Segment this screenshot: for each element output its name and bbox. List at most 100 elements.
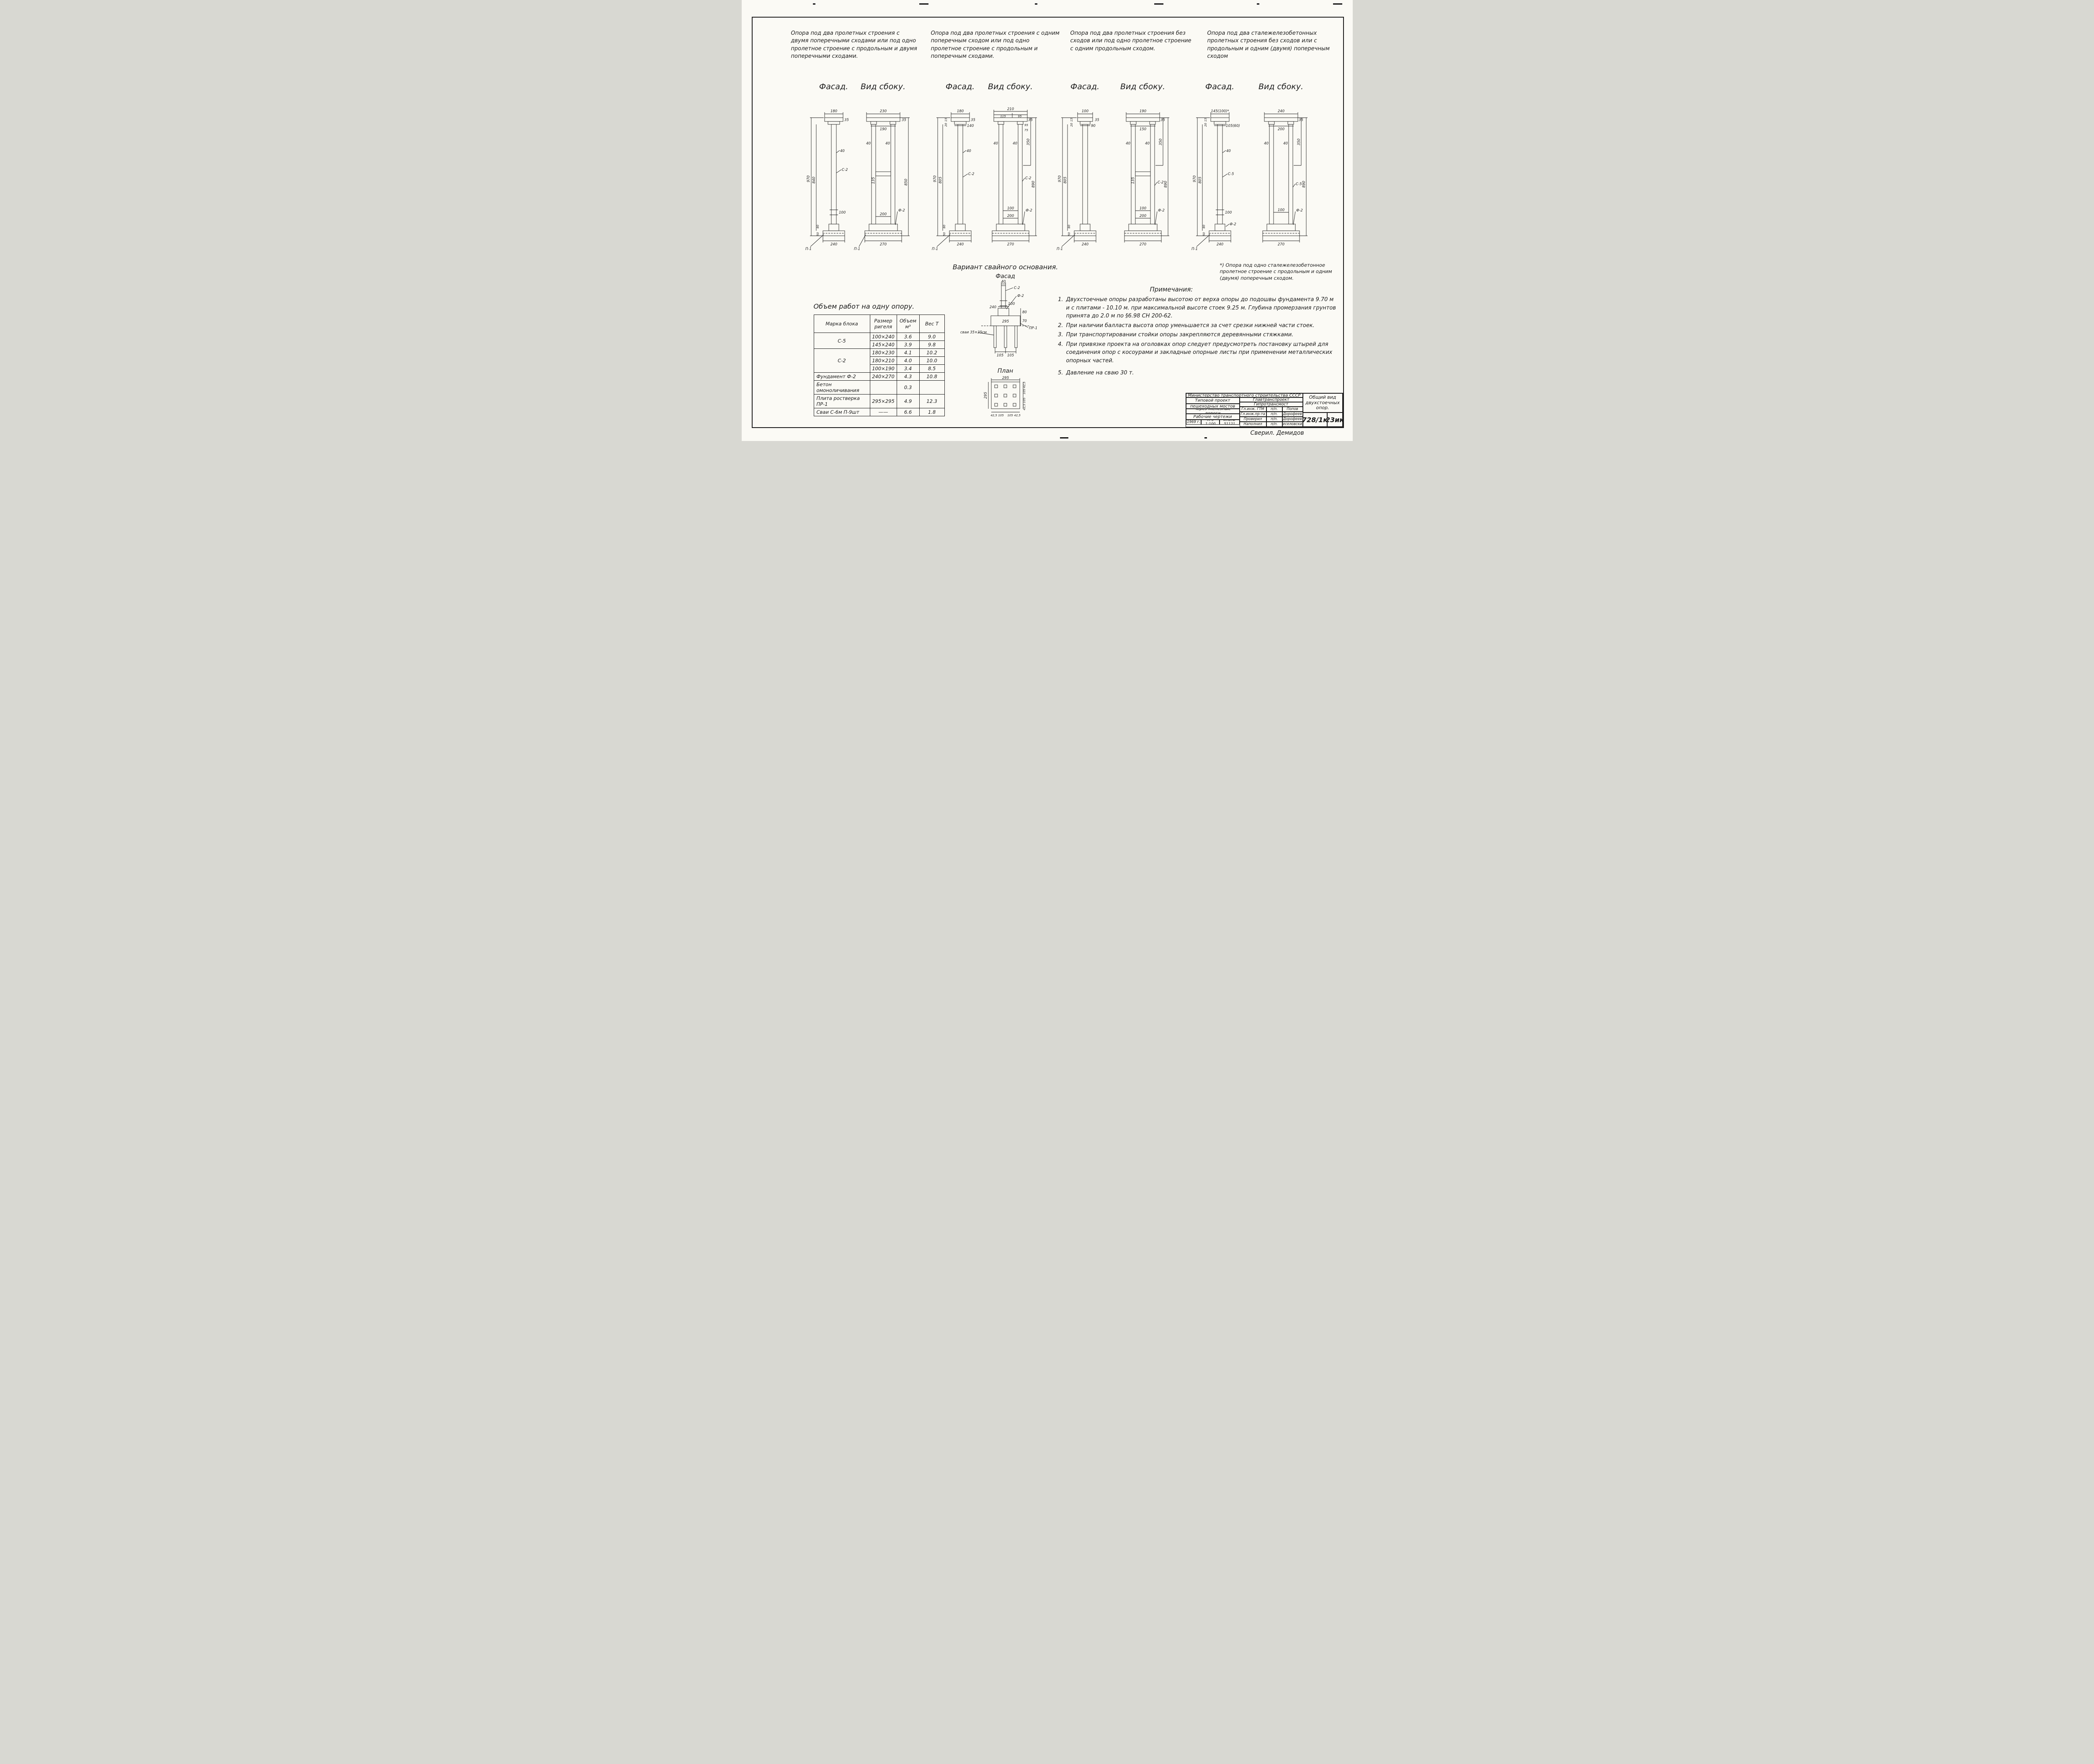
dim-label: 70 bbox=[1022, 319, 1027, 323]
cell: 100×190 bbox=[869, 364, 897, 373]
view-header-facade-2: Фасад. bbox=[945, 82, 975, 91]
pile-variant-title: Вариант свайного основания. bbox=[952, 263, 1058, 271]
signature-row: Проверил п/п. Дорофеев bbox=[1239, 417, 1303, 422]
registration-mark bbox=[1060, 437, 1068, 438]
part-label: С-2 bbox=[842, 168, 848, 172]
dim-label: 240 bbox=[1277, 109, 1284, 113]
cell: Плита ростверка ПР-1 bbox=[813, 394, 870, 408]
scale-cell: М-5 1:100 bbox=[1201, 420, 1220, 425]
part-label: С-2 bbox=[968, 172, 974, 176]
dim-label: 95 bbox=[1024, 124, 1028, 127]
dim-label: 35 bbox=[1095, 118, 1099, 122]
dim-label: 50 bbox=[816, 232, 820, 236]
table-row: Плита ростверка ПР-1 295×295 4.9 12.3 bbox=[813, 394, 945, 408]
cell: 3.4 bbox=[896, 364, 920, 373]
dim-label: 35 bbox=[902, 118, 906, 122]
dim-label: 50 bbox=[943, 232, 946, 236]
dim-label: 200 bbox=[1139, 214, 1146, 218]
work-table-title: Объем работ на одну опору. bbox=[813, 302, 915, 310]
dim-label: 350 bbox=[1026, 139, 1031, 145]
dim-label: 40 bbox=[866, 142, 871, 146]
dim-label: 240 bbox=[1216, 242, 1223, 247]
dim-label: 970 bbox=[1193, 175, 1197, 182]
drawing-sheet: Опора под два пролетных строения с двумя… bbox=[741, 0, 1353, 441]
part-label: П-1 bbox=[1057, 247, 1063, 251]
cell bbox=[919, 380, 945, 395]
part-label: П-1 bbox=[854, 247, 860, 251]
part-label: Ф-2 bbox=[1026, 209, 1032, 213]
dim-label: 840 bbox=[812, 177, 816, 183]
dim-label: 970 bbox=[933, 175, 937, 182]
part-label: ПР-1 bbox=[1029, 326, 1037, 330]
registration-mark bbox=[1333, 3, 1342, 5]
dim-label: 40 bbox=[840, 149, 845, 153]
table-row: 145×240 3.9 9.8 bbox=[814, 340, 945, 349]
project-line: Типовой проект bbox=[1186, 397, 1240, 404]
view-header-facade-1: Фасад. bbox=[819, 82, 848, 91]
cell: 8.5 bbox=[919, 364, 945, 373]
dim-label: 100 bbox=[1225, 211, 1232, 215]
dim-label: 270 bbox=[1007, 242, 1013, 247]
year-cell: 1969 г. bbox=[1186, 420, 1202, 425]
cell: —— bbox=[869, 408, 897, 416]
dim-label: 90 bbox=[1091, 124, 1096, 128]
dim-label: 970 bbox=[1058, 175, 1062, 182]
part-label: С-5 bbox=[1296, 182, 1302, 186]
drawing-pier3-facade: 100 90 35 15 20 970 805 80 50 240 П-1 bbox=[1057, 109, 1099, 251]
dim-label: 350 bbox=[1159, 139, 1163, 145]
dim-label: 105 bbox=[998, 414, 1004, 417]
dim-label: 42,5 bbox=[990, 414, 997, 417]
col-header: Марка блока bbox=[813, 315, 870, 333]
dim-label: 295 bbox=[984, 392, 988, 399]
registration-mark bbox=[919, 3, 928, 5]
table-row: 180×210 4.0 10.0 bbox=[814, 356, 945, 365]
dim-label: 35 bbox=[1160, 118, 1165, 122]
part-label: Ф-2 bbox=[1158, 209, 1165, 213]
ministry-name: Министерство транспортного строительства… bbox=[1186, 393, 1303, 397]
dim-label: 240 bbox=[830, 242, 837, 247]
dim-label: 80 bbox=[1068, 224, 1071, 228]
cell: 180×210 bbox=[869, 356, 897, 365]
part-label: С-5 bbox=[1228, 172, 1234, 176]
dim-label: 805 bbox=[1063, 177, 1068, 183]
drawing-frame bbox=[751, 17, 1344, 428]
dim-label: 270 bbox=[1277, 242, 1284, 247]
pile-plan-label: План bbox=[997, 368, 1013, 374]
view-header-facade-3: Фасад. bbox=[1070, 82, 1100, 91]
signature-row: Гл.инж.пр-та п/п. Дорофеев bbox=[1239, 412, 1303, 417]
cell: Фундамент Ф-2 bbox=[813, 372, 870, 381]
cell: 4.9 bbox=[896, 394, 920, 408]
cell: 180×230 bbox=[869, 348, 897, 357]
dim-label: 50 bbox=[1202, 232, 1206, 236]
dim-label: 80 bbox=[1022, 310, 1027, 315]
cell: 240×270 bbox=[869, 372, 897, 381]
dim-label: 15 bbox=[1204, 118, 1207, 121]
dim-label: 80 bbox=[1202, 224, 1206, 228]
table-row: Сваи С-6м П-9шт —— 6.6 1.8 bbox=[813, 408, 945, 416]
dim-label: 190 bbox=[1139, 109, 1146, 113]
project-line: Рабочие чертежи bbox=[1186, 414, 1240, 420]
part-label: П-1 bbox=[1191, 247, 1198, 251]
part-label: С-2 bbox=[1158, 181, 1163, 185]
drawing-pier1-facade: 180 35 40 С-2 100 970 840 80 50 240 П-1 bbox=[805, 109, 849, 251]
dim-label: 40 bbox=[1013, 142, 1017, 146]
part-label: сваи 35×35см bbox=[960, 330, 987, 335]
dim-label: 35 bbox=[844, 118, 849, 122]
title-block: Министерство транспортного строительства… bbox=[1185, 393, 1343, 427]
dim-label: 40 bbox=[1283, 142, 1288, 146]
drawing-pile-plan: 295 295 42,5 105 105 42,5 42,5 105 105 4… bbox=[984, 376, 1026, 417]
cell: 9.0 bbox=[919, 333, 945, 341]
dim-label: 40 bbox=[885, 142, 890, 146]
dim-label: 115 bbox=[1000, 115, 1006, 118]
dim-label: 20 bbox=[1070, 123, 1073, 126]
cell: 1.8 bbox=[919, 408, 945, 416]
part-label: Ф-2 bbox=[1017, 294, 1024, 298]
registration-mark bbox=[1154, 3, 1163, 5]
dim-label: 105 bbox=[1007, 353, 1013, 358]
drawing-pier1-side: 230 190 35 40 40 135 850 200 Ф-2 270 П-1 bbox=[854, 109, 910, 251]
dim-label: 105 bbox=[1023, 397, 1026, 403]
dim-label: 295 bbox=[1002, 320, 1008, 324]
dim-label: 890 bbox=[1164, 181, 1168, 188]
part-label: П-1 bbox=[805, 247, 812, 251]
dim-label: 100 bbox=[1007, 206, 1013, 211]
